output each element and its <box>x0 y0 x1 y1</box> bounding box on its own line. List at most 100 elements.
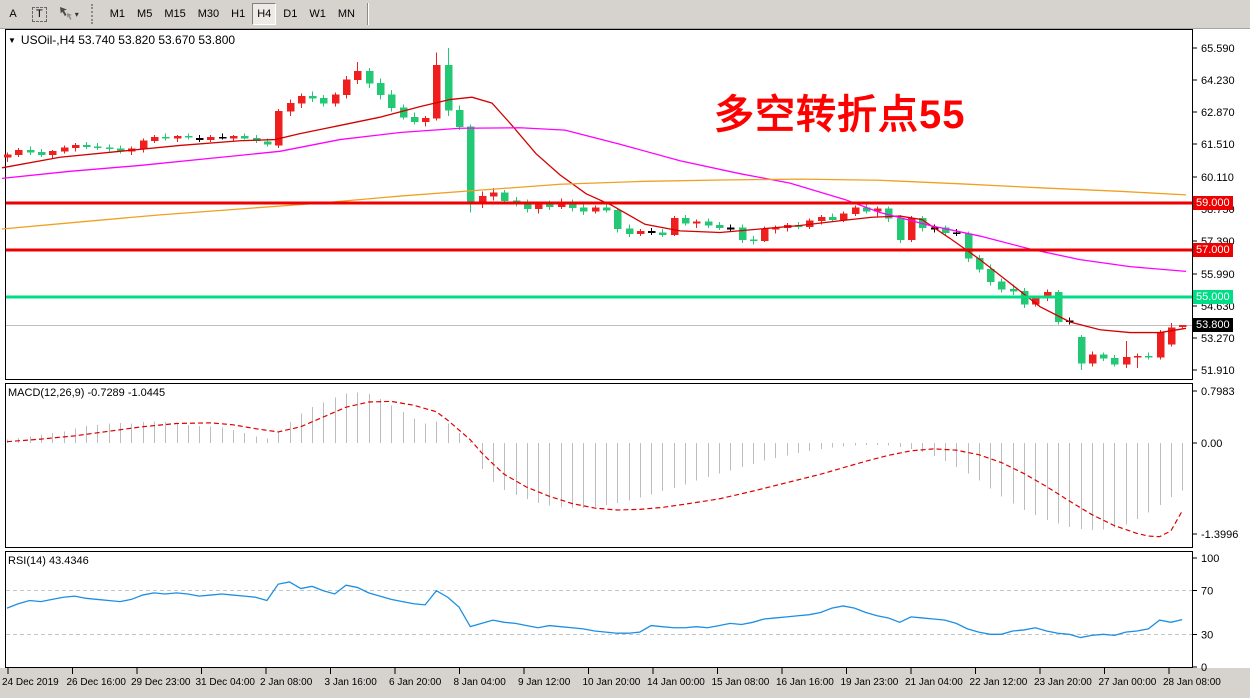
candle <box>805 220 814 227</box>
candle <box>105 147 114 150</box>
candle <box>545 204 554 207</box>
candle <box>1122 357 1131 365</box>
arrows-tool-dropdown-button[interactable]: ▾ <box>54 3 84 25</box>
label-tool-button[interactable]: A <box>1 3 25 25</box>
candle <box>896 218 905 240</box>
candle <box>941 227 950 233</box>
candle <box>500 192 509 201</box>
rsi-panel[interactable] <box>5 551 1193 668</box>
candle <box>263 141 272 145</box>
candle <box>331 94 340 104</box>
macd-tick-label: -1.3996 <box>1201 529 1238 541</box>
candle <box>1178 325 1187 328</box>
candle <box>794 225 803 227</box>
candle <box>975 258 984 270</box>
candle <box>602 207 611 211</box>
macd-name: MACD(12,26,9) <box>8 387 85 399</box>
candle <box>1099 354 1108 359</box>
ma-fast-red-line <box>1 96 1187 334</box>
time-axis-strip <box>0 668 1250 698</box>
candle <box>568 201 577 209</box>
price-tick-label: 60.110 <box>1201 172 1234 184</box>
candle <box>986 268 995 283</box>
timeframe-button-m5[interactable]: M5 <box>132 3 157 25</box>
candle <box>218 136 227 139</box>
macd-panel[interactable] <box>5 383 1193 548</box>
candle <box>478 195 487 205</box>
rsi-tick-label: 70 <box>1201 586 1213 598</box>
symbol-dropdown-icon[interactable]: ▼ <box>8 35 16 45</box>
timeframe-button-h4[interactable]: H4 <box>252 3 277 25</box>
candle <box>681 218 690 224</box>
candle <box>839 213 848 220</box>
candle <box>704 221 713 226</box>
candle <box>625 228 634 234</box>
candle <box>82 145 91 147</box>
ma-mid-magenta-line <box>1 127 1187 273</box>
candle <box>387 94 396 109</box>
text-tool-button[interactable]: T <box>27 3 52 25</box>
toolbar-grip[interactable] <box>90 4 96 24</box>
candle <box>1167 327 1176 345</box>
candle <box>1088 354 1097 364</box>
candle <box>828 216 837 220</box>
price-badge-59.000: 59.000 <box>1193 196 1233 210</box>
candle <box>410 116 419 123</box>
candle <box>319 98 328 104</box>
candle <box>636 231 645 234</box>
timeframe-button-w1[interactable]: W1 <box>304 3 331 25</box>
candle <box>150 136 159 141</box>
candle <box>738 227 747 240</box>
candle <box>760 228 769 242</box>
candle <box>229 135 238 139</box>
chart-header-text: USOil-,H4 53.740 53.820 53.670 53.800 <box>20 33 236 47</box>
candle <box>240 135 249 139</box>
candle <box>534 204 543 210</box>
candle <box>14 149 23 156</box>
candle <box>455 109 464 127</box>
candle <box>376 82 385 96</box>
candle <box>862 207 871 212</box>
candle <box>851 207 860 214</box>
price-tick-label: 65.590 <box>1201 43 1235 55</box>
toolbar-separator <box>366 3 369 25</box>
timeframe-button-d1[interactable]: D1 <box>278 3 302 25</box>
price-panel[interactable] <box>5 29 1193 380</box>
timeframe-button-m15[interactable]: M15 <box>159 3 190 25</box>
text-tool-label: T <box>32 7 47 22</box>
toolbar: A T ▾ M1 M5 M15 M30 H1 H4 D1 W1 MN <box>0 0 1250 29</box>
candle <box>884 208 893 219</box>
macd-tick-label: 0.00 <box>1201 438 1222 450</box>
candle <box>1144 355 1153 358</box>
candle <box>206 136 215 140</box>
candle <box>1077 337 1086 364</box>
candle <box>1031 298 1040 305</box>
candle <box>997 281 1006 290</box>
macd-signal-line <box>6 400 1183 538</box>
candle <box>817 216 826 222</box>
candle <box>952 232 961 234</box>
macd-tick-label: 0.7983 <box>1201 386 1235 398</box>
candle <box>286 102 295 112</box>
timeframe-button-mn[interactable]: MN <box>333 3 360 25</box>
candle <box>444 65 453 111</box>
candle <box>184 135 193 138</box>
price-tick-label: 64.230 <box>1201 75 1235 87</box>
timeframe-button-m1[interactable]: M1 <box>105 3 130 25</box>
candle <box>771 227 780 230</box>
candle <box>48 151 57 156</box>
timeframe-button-m30[interactable]: M30 <box>193 3 224 25</box>
candle <box>161 136 170 139</box>
price-tick-label: 53.270 <box>1201 333 1235 345</box>
candle <box>613 209 622 230</box>
candle <box>3 154 12 158</box>
candle <box>399 107 408 118</box>
candle <box>353 71 362 80</box>
price-badge-55.000: 55.000 <box>1193 290 1233 304</box>
price-tick-label: 51.910 <box>1201 365 1235 377</box>
timeframe-button-h1[interactable]: H1 <box>226 3 250 25</box>
candle <box>579 207 588 212</box>
rsi-tick-label: 30 <box>1201 629 1213 641</box>
rsi-tick-label: 100 <box>1201 553 1219 565</box>
